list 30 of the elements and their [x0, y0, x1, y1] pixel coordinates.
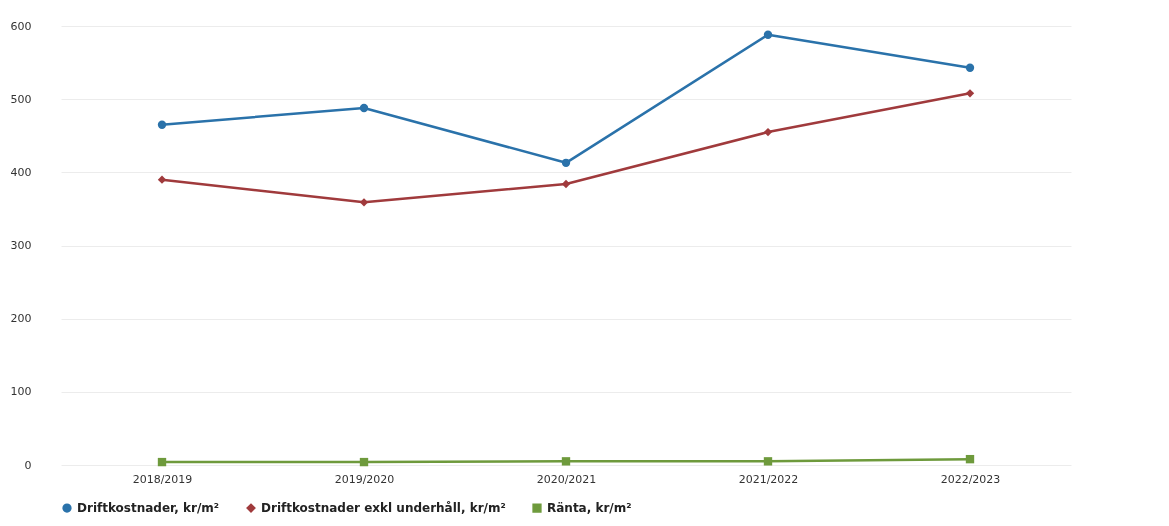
point — [561, 179, 571, 189]
x-tick-label: 2022/2023 — [940, 472, 1001, 486]
point — [157, 120, 167, 129]
point — [763, 127, 773, 137]
y-tick-label: 0 — [24, 458, 32, 472]
legend-label: Ränta, kr/m² — [547, 501, 632, 516]
point — [157, 175, 167, 184]
point — [965, 454, 975, 464]
point — [359, 198, 369, 207]
x-tick-label: 2021/2022 — [738, 472, 799, 486]
y-tick-label: 500 — [10, 92, 32, 106]
point — [763, 30, 773, 39]
point — [763, 457, 773, 466]
y-tick-label: 100 — [10, 385, 32, 399]
legend-label: Driftkostnader exkl underhåll, kr/m² — [261, 501, 506, 516]
point — [965, 63, 975, 72]
x-tick-label: 2018/2019 — [132, 472, 193, 486]
y-tick-label: 400 — [10, 165, 32, 179]
point — [561, 457, 571, 466]
legend-label: Driftkostnader, kr/m² — [77, 501, 220, 516]
point — [561, 158, 571, 167]
x-tick-label: 2019/2020 — [334, 472, 395, 486]
y-tick-label: 300 — [10, 239, 32, 252]
y-tick-label: 200 — [10, 312, 32, 326]
point — [157, 457, 167, 467]
x-tick-label: 2020/2021 — [536, 472, 597, 486]
point — [359, 103, 369, 113]
point — [965, 89, 975, 98]
y-tick-label: 600 — [10, 19, 32, 33]
point — [359, 457, 369, 467]
